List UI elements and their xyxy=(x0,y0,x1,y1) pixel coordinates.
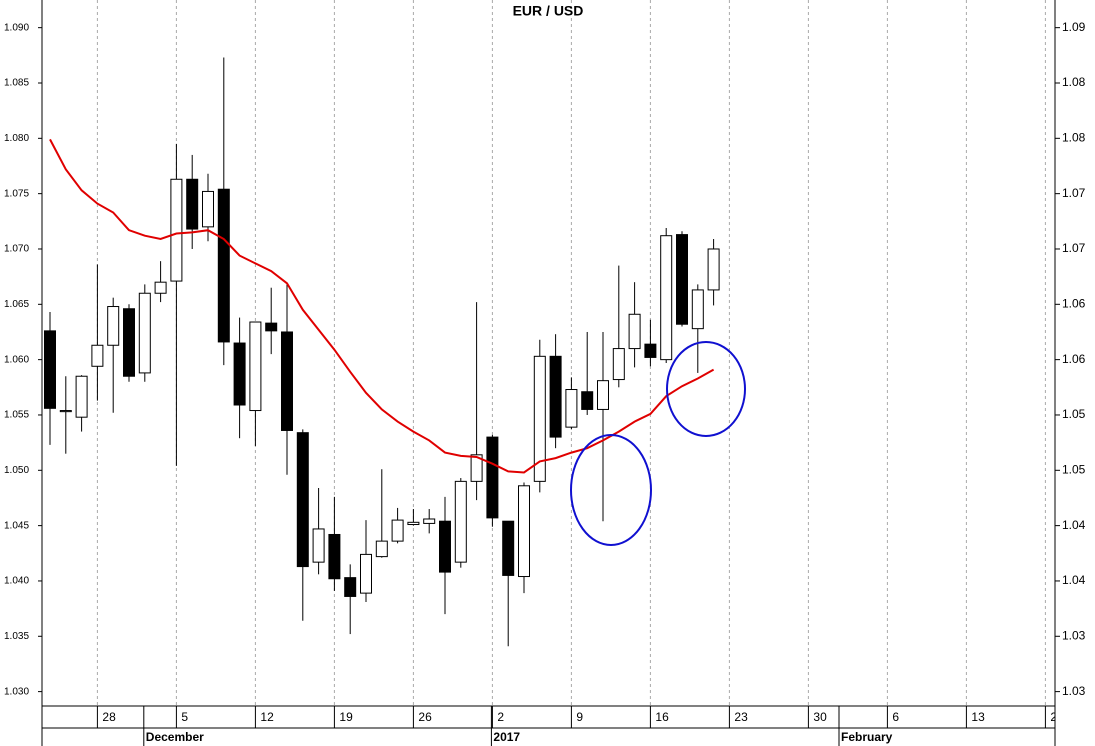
y2-tick-label: 1.03 xyxy=(1062,628,1086,642)
candle-body xyxy=(233,342,246,406)
candle-body xyxy=(691,289,704,330)
candle-body xyxy=(391,519,404,542)
candle-body xyxy=(486,436,499,519)
x-tick-label: 6 xyxy=(892,710,899,724)
axes: 1.0301.0351.0401.0451.0501.0551.0601.065… xyxy=(4,0,1086,746)
y2-tick-label: 1.04 xyxy=(1062,573,1086,587)
y2-tick-label: 1.04 xyxy=(1062,518,1086,532)
candle-body xyxy=(202,190,214,228)
candle-body xyxy=(59,410,72,413)
y2-tick-label: 1.06 xyxy=(1062,296,1086,310)
y2-tick-label: 1.05 xyxy=(1062,462,1086,476)
month-label: February xyxy=(841,730,893,744)
candle-body xyxy=(533,355,546,482)
y-tick-label: 1.040 xyxy=(4,576,29,587)
candle-body xyxy=(518,485,530,578)
candle-body xyxy=(502,520,515,576)
chart-title: EUR / USD xyxy=(513,3,584,19)
x-tick-label: 20 xyxy=(1050,710,1064,724)
y-tick-label: 1.045 xyxy=(4,520,29,531)
candle-body xyxy=(249,321,262,412)
x-axis-labels: 28 December 5 12 19 26 2 2017 9 16 23 30 February 6 13… xyxy=(102,710,1064,744)
candle-body xyxy=(265,322,278,332)
candle-body xyxy=(138,292,151,374)
y2-tick-label: 1.05 xyxy=(1062,407,1086,421)
month-label: December xyxy=(146,730,204,744)
y-tick-label: 1.030 xyxy=(4,686,29,697)
x-tick-label: 26 xyxy=(418,710,432,724)
y-tick-label: 1.035 xyxy=(4,631,29,642)
y-tick-label: 1.080 xyxy=(4,133,29,144)
candle-body xyxy=(565,389,578,428)
y-tick-label: 1.060 xyxy=(4,354,29,365)
candle-body xyxy=(75,375,88,418)
y2-tick-label: 1.03 xyxy=(1062,684,1086,698)
y-tick-label: 1.090 xyxy=(4,22,29,33)
candle-body xyxy=(186,178,199,230)
x-tick-label: 16 xyxy=(655,710,669,724)
y2-tick-label: 1.06 xyxy=(1062,352,1086,366)
candle-body xyxy=(312,528,325,563)
x-tick-label: 30 xyxy=(813,710,827,724)
candle-body xyxy=(107,306,120,346)
month-label: 2017 xyxy=(493,730,520,744)
candle-body xyxy=(44,330,56,409)
x-tick-label: 19 xyxy=(339,710,353,724)
y-tick-label: 1.065 xyxy=(4,299,29,310)
y-tick-label: 1.050 xyxy=(4,465,29,476)
candle-body xyxy=(281,331,293,431)
x-tick-label: 2 xyxy=(497,710,504,724)
candle-body xyxy=(676,234,688,325)
x-tick-label: 28 xyxy=(102,710,116,724)
candle-body xyxy=(154,281,167,294)
y-tick-label: 1.055 xyxy=(4,410,29,421)
y2-tick-label: 1.07 xyxy=(1062,241,1086,255)
candle-body xyxy=(597,380,609,410)
candle-body xyxy=(549,355,562,438)
candle-body xyxy=(660,235,673,361)
candle-body xyxy=(581,391,594,410)
candle-body xyxy=(470,454,483,482)
candle-body xyxy=(217,188,230,343)
candle-body xyxy=(644,343,657,358)
y2-tick-label: 1.08 xyxy=(1062,130,1086,144)
candle-body xyxy=(170,178,183,282)
candle-body xyxy=(407,521,420,526)
candle-body xyxy=(91,344,104,367)
candle-body xyxy=(375,540,388,558)
y2-tick-label: 1.09 xyxy=(1062,20,1086,34)
x-tick-label: 23 xyxy=(734,710,748,724)
candle-body xyxy=(439,520,451,573)
x-tick-label: 5 xyxy=(181,710,188,724)
marks xyxy=(44,57,720,647)
candle-body xyxy=(296,432,309,568)
x-tick-label: 9 xyxy=(576,710,583,724)
annotation-circle xyxy=(666,341,746,437)
candle-body xyxy=(423,518,436,524)
x-tick-label: 13 xyxy=(971,710,985,724)
y-tick-label: 1.075 xyxy=(4,188,29,199)
y2-tick-label: 1.07 xyxy=(1062,186,1086,200)
y-tick-label: 1.085 xyxy=(4,78,29,89)
candle-body xyxy=(328,533,341,580)
candle-body xyxy=(612,348,625,381)
x-tick-label: 12 xyxy=(260,710,274,724)
candle-body xyxy=(123,308,135,377)
candle-body xyxy=(628,313,641,350)
y2-tick-label: 1.08 xyxy=(1062,75,1086,89)
y-tick-label: 1.070 xyxy=(4,244,29,255)
candle-body xyxy=(707,248,720,291)
moving-average-line xyxy=(49,138,715,474)
candle-body xyxy=(360,553,372,594)
annotation-circle xyxy=(570,434,652,546)
candle-body xyxy=(454,480,467,563)
candle-body xyxy=(344,577,357,597)
